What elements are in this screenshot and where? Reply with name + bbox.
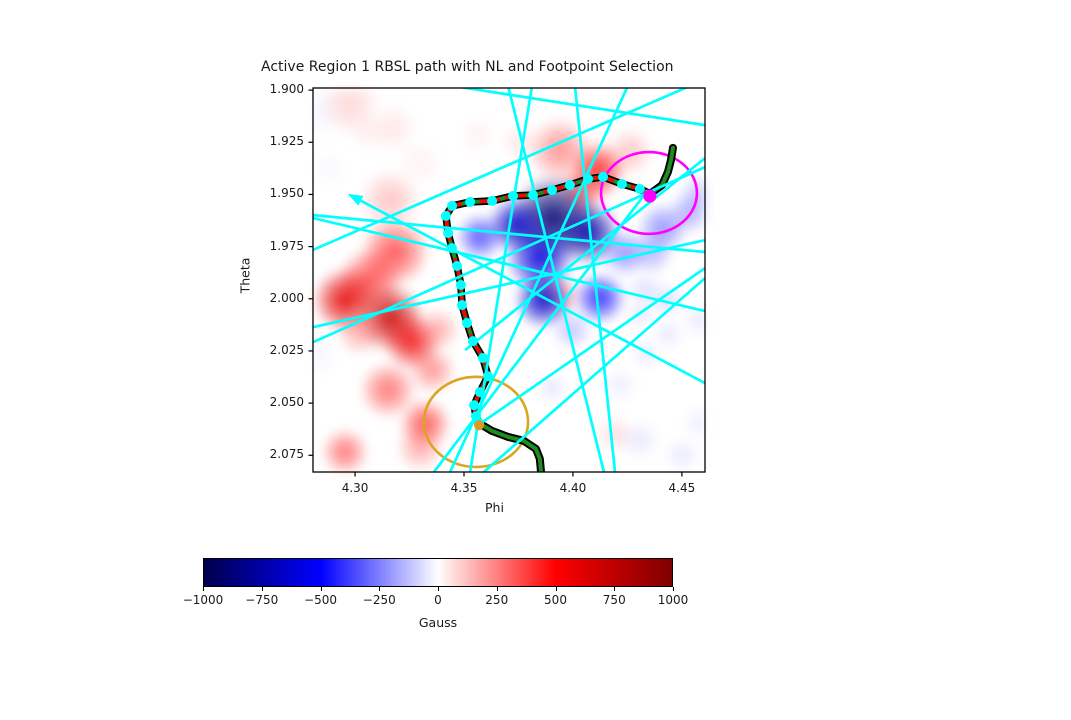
plot-title: Active Region 1 RBSL path with NL and Fo… — [261, 59, 674, 75]
colorbar-tick-mark — [261, 587, 263, 591]
colorbar — [203, 558, 673, 587]
x-tick-label: 4.45 — [668, 481, 696, 495]
colorbar-tick-label: −500 — [304, 593, 337, 607]
negative-flux-blob — [313, 150, 350, 190]
y-tick-label: 2.075 — [269, 447, 304, 462]
colorbar-tick-label: 250 — [485, 593, 509, 607]
positive-flux-blob — [415, 307, 460, 352]
colorbar-tick-mark — [203, 587, 204, 591]
positive-flux-blob — [348, 112, 388, 152]
colorbar-tick-label: −250 — [362, 593, 396, 607]
negative-flux-blob — [552, 310, 592, 350]
negative-flux-blob — [664, 437, 700, 472]
negative-flux-blob — [620, 420, 660, 460]
colorbar-tick-label: 1000 — [657, 593, 689, 607]
y-tick-label: 1.975 — [269, 238, 304, 253]
negative-flux-blob — [682, 405, 705, 441]
magnetogram-heatmap — [313, 88, 705, 472]
colorbar-tick-label: −750 — [245, 593, 279, 607]
colorbar-tick-mark — [379, 587, 381, 591]
y-axis-label: Theta — [237, 257, 253, 294]
y-tick-label: 1.950 — [269, 186, 304, 201]
y-tick-label: 1.900 — [269, 82, 304, 97]
positive-flux-blob — [396, 424, 444, 472]
colorbar-tick-label: 750 — [602, 593, 626, 607]
y-tick-label: 2.050 — [269, 395, 304, 410]
positive-flux-blob — [458, 115, 498, 155]
negative-flux-blob — [602, 367, 638, 403]
colorbar-tick-mark — [438, 587, 439, 591]
colorbar-tick-label: −1000 — [182, 593, 224, 607]
negative-flux-blob — [313, 333, 339, 378]
y-tick-label: 2.000 — [269, 290, 304, 305]
positive-flux-blob — [606, 128, 654, 177]
x-axis-label: Phi — [485, 500, 504, 515]
positive-flux-blob — [321, 427, 369, 472]
colorbar-tick-label: 500 — [544, 593, 567, 607]
x-tick-label: 4.40 — [559, 481, 587, 495]
x-tick-label: 4.35 — [450, 481, 478, 495]
negative-flux-blob — [682, 302, 705, 338]
colorbar-tick-mark — [555, 587, 557, 591]
positive-flux-blob — [336, 307, 385, 356]
negative-flux-blob — [630, 338, 662, 370]
negative-flux-blob — [536, 372, 568, 404]
colorbar-tick-mark — [673, 587, 674, 591]
colorbar-label: Gauss — [418, 615, 458, 630]
colorbar-tick-mark — [496, 587, 498, 591]
colorbar-tick-mark — [320, 587, 322, 591]
y-tick-label: 2.025 — [269, 342, 304, 357]
negative-flux-blob — [455, 213, 504, 261]
x-tick-label: 4.30 — [341, 481, 369, 495]
colorbar-tick-mark — [614, 587, 616, 591]
y-tick-label: 1.925 — [269, 134, 304, 149]
negative-flux-blob — [629, 230, 675, 275]
negative-flux-blob — [624, 299, 656, 331]
colorbar-tick-label: 0 — [434, 593, 442, 607]
